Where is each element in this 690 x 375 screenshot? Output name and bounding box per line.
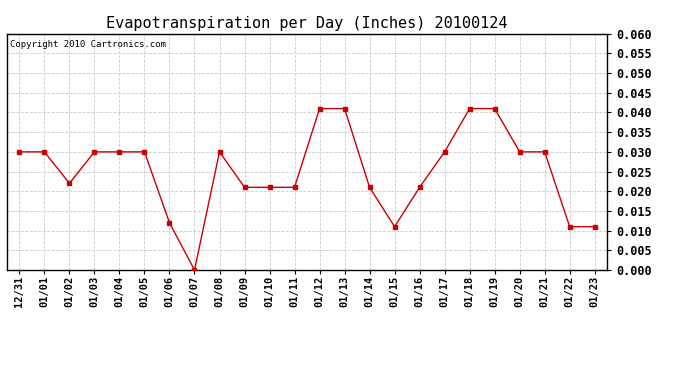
Title: Evapotranspiration per Day (Inches) 20100124: Evapotranspiration per Day (Inches) 2010… <box>106 16 508 31</box>
Text: Copyright 2010 Cartronics.com: Copyright 2010 Cartronics.com <box>10 40 166 49</box>
